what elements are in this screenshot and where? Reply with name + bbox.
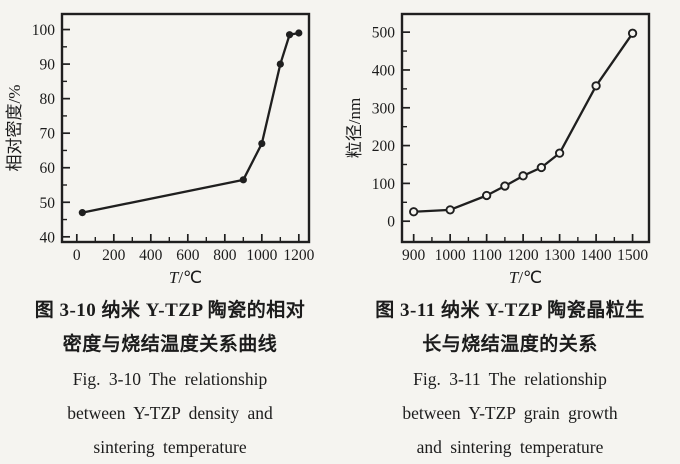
fig-3-11-caption-en-line-3: and sintering temperature xyxy=(416,437,604,457)
svg-text:T/℃: T/℃ xyxy=(509,268,542,287)
svg-text:90: 90 xyxy=(40,57,56,74)
fig-3-11-caption-en-line-1: Fig. 3-11 The relationship xyxy=(413,369,607,389)
figure-3-11: 900 1000 1100 1200 1300 1400 1500 0 100 200 300 400… xyxy=(340,0,680,464)
svg-text:相对密度/%: 相对密度/% xyxy=(5,85,24,172)
fig-3-10-caption-en-line-2: between Y-TZP density and xyxy=(67,403,273,423)
svg-text:1500: 1500 xyxy=(617,247,648,264)
svg-text:400: 400 xyxy=(139,247,163,264)
fig-3-11-caption: 图 3-11 纳米 Y-TZP 陶瓷晶粒生 长与烧结温度的关系 Fig. 3-1… xyxy=(340,294,680,464)
svg-text:T/℃: T/℃ xyxy=(169,268,202,287)
svg-text:100: 100 xyxy=(372,176,396,193)
svg-text:60: 60 xyxy=(40,160,56,177)
svg-text:0: 0 xyxy=(387,214,395,231)
fig-3-11-caption-en-line-2: between Y-TZP grain growth xyxy=(402,403,618,423)
svg-text:1300: 1300 xyxy=(544,247,575,264)
svg-text:200: 200 xyxy=(102,247,126,264)
svg-text:粒径/nm: 粒径/nm xyxy=(345,98,364,158)
fig-3-10-caption-zh-line-2: 密度与烧结温度关系曲线 xyxy=(62,334,278,355)
svg-text:70: 70 xyxy=(40,126,56,143)
svg-text:40: 40 xyxy=(40,229,56,246)
fig-3-10-caption-en-line-1: Fig. 3-10 The relationship xyxy=(72,369,268,389)
fig-3-10-caption-en-line-3: sintering temperature xyxy=(93,437,247,457)
fig-3-11-caption-zh-line-2: 长与烧结温度的关系 xyxy=(422,334,598,355)
svg-text:300: 300 xyxy=(372,100,396,117)
svg-text:0: 0 xyxy=(73,247,81,264)
svg-text:200: 200 xyxy=(372,138,396,155)
svg-text:100: 100 xyxy=(32,22,56,39)
fig-3-11-caption-zh-line-1: 图 3-11 纳米 Y-TZP 陶瓷晶粒生 xyxy=(375,300,645,321)
svg-text:800: 800 xyxy=(213,247,237,264)
fig-3-10-line-chart: 0 200 400 600 800 1000 1200 40 50 60 70 80 90 100 T/℃ 相… xyxy=(5,12,315,287)
svg-text:1100: 1100 xyxy=(471,247,502,264)
svg-text:1200: 1200 xyxy=(508,247,539,264)
svg-text:1000: 1000 xyxy=(435,247,466,264)
svg-text:50: 50 xyxy=(40,195,56,212)
svg-text:900: 900 xyxy=(402,247,426,264)
svg-text:1000: 1000 xyxy=(246,247,277,264)
svg-text:400: 400 xyxy=(372,62,396,79)
svg-text:1400: 1400 xyxy=(581,247,612,264)
svg-text:500: 500 xyxy=(372,25,396,42)
fig-3-11-line-chart: 900 1000 1100 1200 1300 1400 1500 0 100 200 300 400… xyxy=(345,12,651,287)
svg-text:600: 600 xyxy=(176,247,200,264)
figure-3-10: 0 200 400 600 800 1000 1200 40 50 60 70 80 90 100 T/℃ 相… xyxy=(0,12,340,464)
svg-text:1200: 1200 xyxy=(283,247,314,264)
svg-text:80: 80 xyxy=(40,91,56,108)
fig-3-10-caption-zh-line-1: 图 3-10 纳米 Y-TZP 陶瓷的相对 xyxy=(34,300,306,321)
fig-3-10-caption: 图 3-10 纳米 Y-TZP 陶瓷的相对 密度与烧结温度关系曲线 Fig. 3… xyxy=(0,294,340,464)
